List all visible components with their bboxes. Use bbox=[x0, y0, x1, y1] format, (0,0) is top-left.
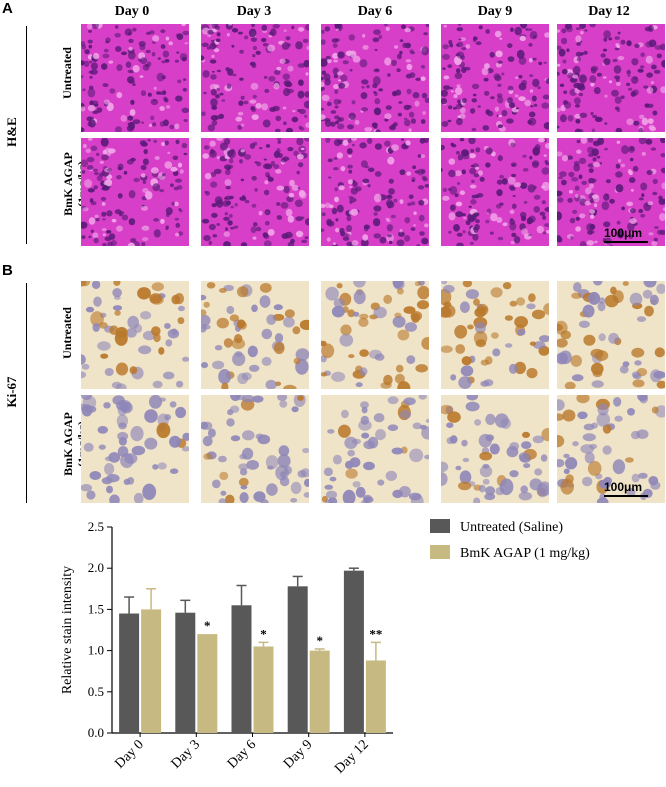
bar-treated-day-9 bbox=[309, 650, 330, 733]
ki67-untreated-day-6-micrograph bbox=[321, 281, 429, 389]
he-scale-bar-label: 100μm bbox=[604, 226, 643, 240]
he-treated-day-3-micrograph bbox=[201, 138, 309, 246]
significance-marker: * bbox=[316, 633, 323, 648]
y-tick-label: 0.5 bbox=[88, 684, 104, 699]
x-tick-label: Day 0 bbox=[112, 737, 147, 772]
x-tick-label: Day 12 bbox=[332, 737, 371, 776]
x-tick-label: Day 3 bbox=[169, 737, 204, 772]
panel-b-letter: B bbox=[2, 262, 13, 279]
significance-marker: * bbox=[260, 626, 267, 641]
ki67-section-line bbox=[26, 283, 27, 503]
x-tick-label: Day 6 bbox=[225, 737, 260, 772]
bar-treated-day-12 bbox=[365, 660, 386, 733]
legend-label-untreated: Untreated (Saline) bbox=[460, 520, 563, 535]
bar-untreated-day-0 bbox=[119, 613, 140, 733]
column-header-day-6: Day 6 bbox=[357, 4, 393, 19]
ki67-untreated-day-0-micrograph bbox=[81, 281, 189, 389]
he-scale-bar bbox=[604, 241, 648, 243]
ki67-treated-day-9-micrograph bbox=[441, 395, 549, 503]
ki67-untreated-day-3-micrograph bbox=[201, 281, 309, 389]
column-header-day-0: Day 0 bbox=[114, 4, 150, 19]
ki67-treated-day-3-micrograph bbox=[201, 395, 309, 503]
ki67-section-label: Ki-67 bbox=[4, 376, 19, 408]
y-tick-label: 2.0 bbox=[88, 560, 104, 575]
y-tick-label: 1.5 bbox=[88, 601, 104, 616]
ki67-scale-bar-label: 100μm bbox=[604, 480, 643, 494]
x-tick-label: Day 9 bbox=[281, 737, 316, 772]
y-tick-label: 2.5 bbox=[88, 519, 104, 534]
ki67-treated-day-12-micrograph bbox=[557, 395, 665, 503]
legend-swatch-treated bbox=[430, 545, 450, 559]
he-untreated-day-9-micrograph bbox=[441, 24, 549, 132]
bar-untreated-day-9 bbox=[287, 586, 308, 733]
stain-intensity-chart: 0.0 0.5 1.0 1.5 2.0 2.5 Relative stain intensi… bbox=[60, 519, 590, 777]
bar-treated-day-6 bbox=[253, 646, 274, 733]
panel-a-letter: A bbox=[2, 0, 13, 17]
y-tick-label: 0.0 bbox=[88, 725, 104, 740]
significance-marker: * bbox=[204, 618, 211, 633]
legend-swatch-untreated bbox=[430, 519, 450, 533]
bar-untreated-day-6 bbox=[231, 605, 252, 733]
he-untreated-day-0-micrograph bbox=[81, 24, 189, 132]
y-axis-title: Relative stain intensity bbox=[60, 566, 75, 694]
he-treated-day-6-micrograph bbox=[321, 138, 429, 246]
y-tick-label: 1.0 bbox=[88, 643, 104, 658]
bar-untreated-day-12 bbox=[343, 570, 364, 733]
significance-marker: ** bbox=[369, 626, 382, 641]
he-treated-day-9-micrograph bbox=[441, 138, 549, 246]
ki67-treated-day-6-micrograph bbox=[321, 395, 429, 503]
legend-label-treated: BmK AGAP (1 mg/kg) bbox=[460, 546, 590, 561]
he-untreated-day-6-micrograph bbox=[321, 24, 429, 132]
column-header-day-12: Day 12 bbox=[588, 4, 630, 19]
ki67-untreated-day-9-micrograph bbox=[441, 281, 549, 389]
bar-treated-day-3 bbox=[197, 634, 218, 733]
he-untreated-day-12-micrograph bbox=[557, 24, 665, 132]
he-untreated-row-label: Untreated bbox=[60, 47, 74, 99]
ki67-untreated-row-label: Untreated bbox=[60, 307, 74, 359]
he-treated-label-line1: BmK AGAP bbox=[61, 152, 75, 216]
he-section-line bbox=[26, 26, 27, 244]
ki67-treated-label-line1: BmK AGAP bbox=[61, 412, 75, 476]
ki67-untreated-day-12-micrograph bbox=[557, 281, 665, 389]
column-header-day-3: Day 3 bbox=[236, 4, 272, 19]
he-treated-day-12-micrograph bbox=[557, 138, 665, 246]
column-header-day-9: Day 9 bbox=[477, 4, 513, 19]
ki67-treated-day-0-micrograph bbox=[81, 395, 189, 503]
he-section-label: H&E bbox=[4, 117, 19, 147]
bar-untreated-day-3 bbox=[175, 612, 196, 733]
he-untreated-day-3-micrograph bbox=[201, 24, 309, 132]
bar-treated-day-0 bbox=[141, 609, 162, 733]
he-treated-day-0-micrograph bbox=[81, 138, 189, 246]
ki67-scale-bar bbox=[604, 495, 648, 497]
